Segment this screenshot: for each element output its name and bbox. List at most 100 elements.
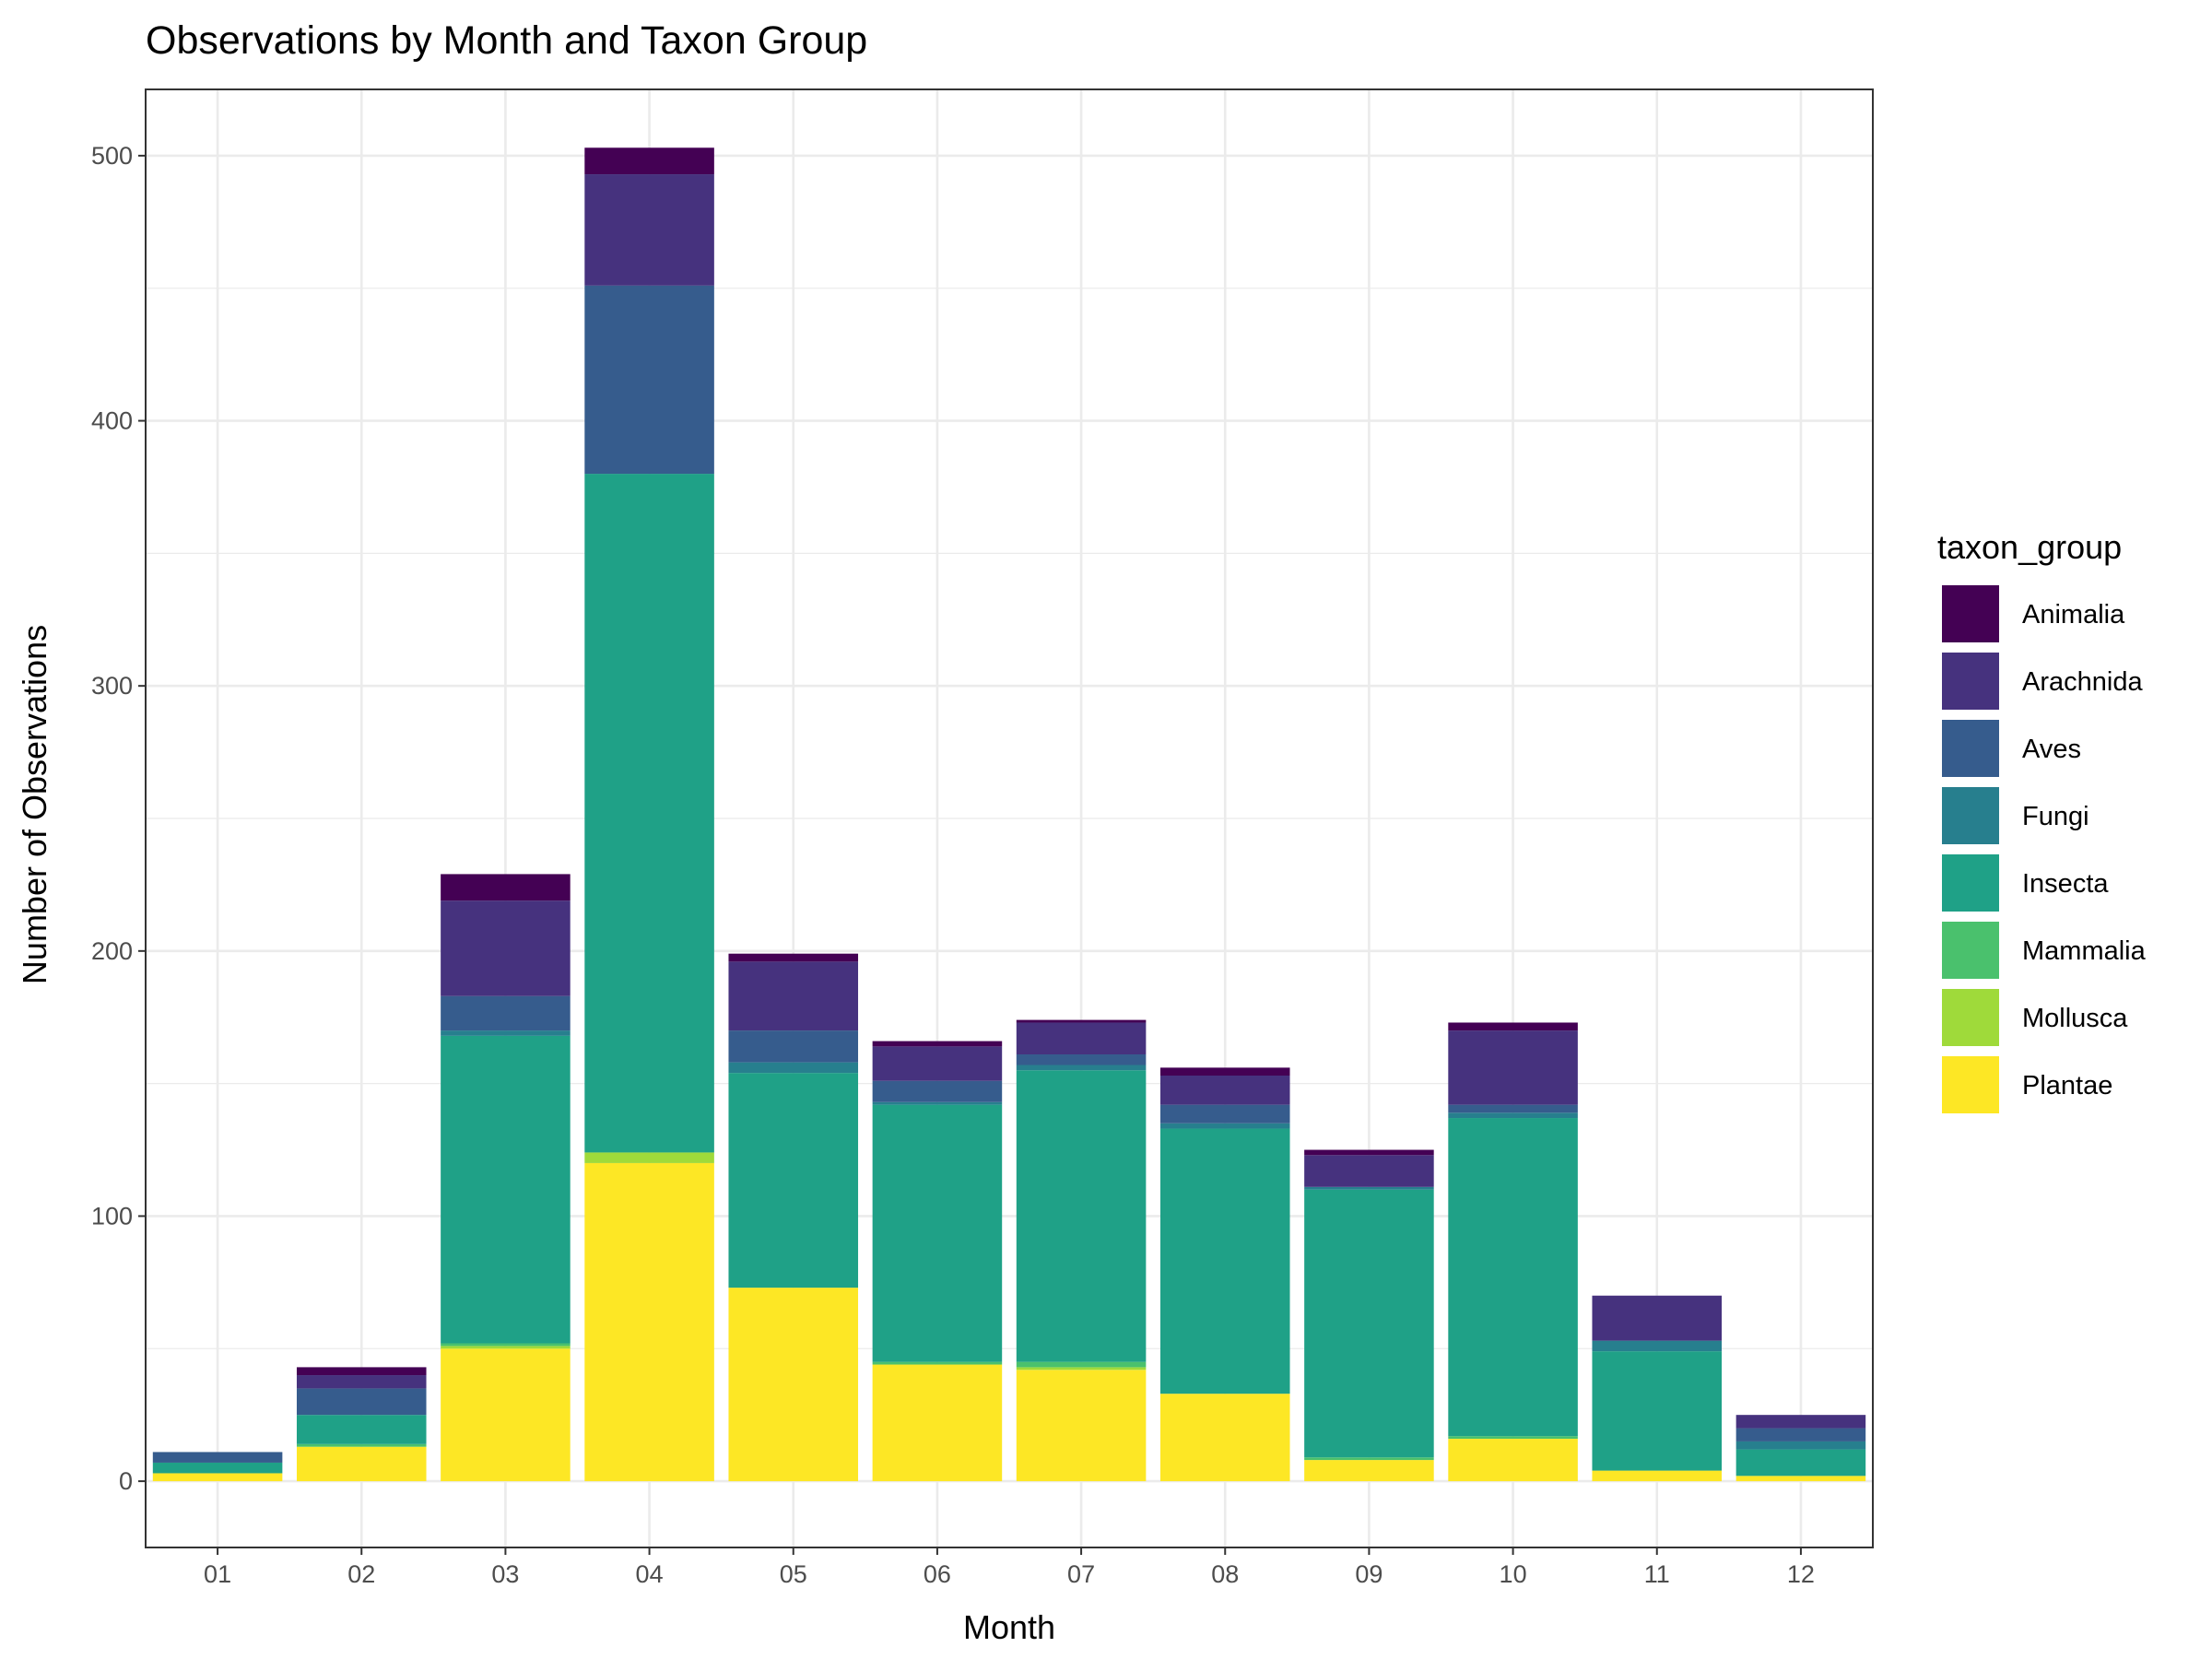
- plot-panel-border: [145, 88, 1874, 1548]
- legend-key-fungi: [1940, 785, 2001, 846]
- bar-aves-07: [1016, 1053, 1147, 1065]
- bar-insecta-06: [872, 1104, 1003, 1362]
- bar-plantae-07: [1016, 1370, 1147, 1482]
- x-tick-label: 10: [1500, 1560, 1527, 1588]
- x-tick-label: 02: [347, 1560, 375, 1588]
- bar-arachnida-06: [872, 1046, 1003, 1081]
- y-tick-label: 400: [91, 407, 133, 435]
- chart-title: Observations by Month and Taxon Group: [146, 18, 867, 63]
- legend-label-fungi: Fungi: [2022, 802, 2089, 831]
- bar-plantae-12: [1735, 1476, 1866, 1482]
- bar-plantae-11: [1592, 1470, 1723, 1482]
- bar-arachnida-12: [1735, 1415, 1866, 1429]
- bar-fungi-08: [1159, 1123, 1290, 1129]
- legend-key-mollusca: [1940, 987, 2001, 1048]
- y-tick-label: 300: [91, 672, 133, 700]
- bar-arachnida-03: [441, 900, 571, 996]
- y-axis-title: Number of Observations: [16, 625, 53, 984]
- bar-aves-06: [872, 1080, 1003, 1102]
- legend-key-aves: [1940, 718, 2001, 779]
- bar-mollusca-07: [1016, 1367, 1147, 1371]
- bar-fungi-10: [1448, 1112, 1578, 1119]
- legend-label-insecta: Insecta: [2022, 869, 2109, 899]
- bar-animalia-03: [441, 874, 571, 901]
- bar-animalia-04: [584, 147, 714, 175]
- bar-mammalia-03: [441, 1343, 571, 1347]
- bar-arachnida-10: [1448, 1030, 1578, 1105]
- bar-insecta-09: [1304, 1189, 1434, 1458]
- legend-key-mammalia: [1940, 920, 2001, 981]
- bar-insecta-12: [1735, 1449, 1866, 1477]
- bar-mammalia-06: [872, 1361, 1003, 1365]
- y-tick-label: 0: [119, 1467, 133, 1495]
- bar-plantae-09: [1304, 1460, 1434, 1482]
- bar-plantae-06: [872, 1364, 1003, 1482]
- legend-key-insecta: [1940, 853, 2001, 913]
- y-tick-label: 100: [91, 1202, 133, 1230]
- bar-aves-05: [728, 1030, 859, 1063]
- x-tick-label: 12: [1787, 1560, 1815, 1588]
- bar-fungi-05: [728, 1062, 859, 1074]
- bar-plantae-02: [296, 1446, 427, 1482]
- bar-plantae-08: [1159, 1394, 1290, 1482]
- legend-key-plantae: [1940, 1054, 2001, 1115]
- y-tick-label: 500: [91, 142, 133, 170]
- bar-insecta-01: [152, 1462, 283, 1474]
- bar-mollusca-04: [584, 1152, 714, 1163]
- bar-animalia-02: [296, 1367, 427, 1376]
- bar-aves-10: [1448, 1104, 1578, 1113]
- bars: [152, 147, 1866, 1482]
- bar-animalia-07: [1016, 1019, 1147, 1023]
- bar-animalia-09: [1304, 1149, 1434, 1156]
- legend-label-plantae: Plantae: [2022, 1071, 2112, 1100]
- bar-fungi-07: [1016, 1065, 1147, 1071]
- bar-animalia-10: [1448, 1022, 1578, 1031]
- bar-fungi-12: [1735, 1441, 1866, 1450]
- legend-label-mammalia: Mammalia: [2022, 936, 2147, 966]
- bar-arachnida-11: [1592, 1295, 1723, 1341]
- bar-aves-04: [584, 285, 714, 475]
- bar-arachnida-07: [1016, 1022, 1147, 1054]
- bar-fungi-06: [872, 1101, 1003, 1105]
- legend-label-aves: Aves: [2022, 735, 2081, 764]
- bar-arachnida-08: [1159, 1076, 1290, 1105]
- bar-animalia-08: [1159, 1067, 1290, 1077]
- bar-insecta-04: [584, 474, 714, 1153]
- bar-insecta-05: [728, 1073, 859, 1288]
- bar-plantae-01: [152, 1473, 283, 1482]
- bar-arachnida-02: [296, 1375, 427, 1389]
- legend-label-mollusca: Mollusca: [2022, 1004, 2128, 1033]
- legend-label-animalia: Animalia: [2022, 600, 2125, 629]
- bar-arachnida-05: [728, 961, 859, 1031]
- x-tick-label: 04: [636, 1560, 664, 1588]
- bar-plantae-05: [728, 1288, 859, 1482]
- x-axis-title: Month: [963, 1608, 1055, 1646]
- y-tick-label: 200: [91, 937, 133, 965]
- bar-plantae-10: [1448, 1439, 1578, 1482]
- legend-key-arachnida: [1940, 651, 2001, 712]
- x-tick-label: 03: [491, 1560, 519, 1588]
- y-axis: 0 100 200 300 400 500: [91, 142, 146, 1495]
- bar-insecta-11: [1592, 1351, 1723, 1471]
- bar-aves-02: [296, 1388, 427, 1416]
- bar-aves-03: [441, 995, 571, 1031]
- bar-mammalia-09: [1304, 1457, 1434, 1461]
- bar-arachnida-04: [584, 174, 714, 286]
- bar-animalia-06: [872, 1041, 1003, 1047]
- x-tick-label: 09: [1355, 1560, 1382, 1588]
- x-tick-label: 11: [1644, 1560, 1670, 1588]
- bar-mammalia-07: [1016, 1361, 1147, 1368]
- legend-label-arachnida: Arachnida: [2022, 667, 2143, 697]
- x-axis: 01 02 03 04 05 06 07 08 09 10 11 12: [204, 1547, 1815, 1588]
- bar-insecta-02: [296, 1415, 427, 1444]
- bar-fungi-03: [441, 1030, 571, 1036]
- legend-title: taxon_group: [1937, 528, 2122, 566]
- bar-insecta-07: [1016, 1070, 1147, 1362]
- legend: taxon_group Animalia Arachnida Aves Fungi In…: [1937, 528, 2147, 1115]
- bar-fungi-11: [1592, 1340, 1723, 1352]
- x-tick-label: 06: [924, 1560, 951, 1588]
- x-tick-label: 08: [1211, 1560, 1239, 1588]
- bar-animalia-05: [728, 953, 859, 962]
- bar-fungi-09: [1304, 1186, 1434, 1190]
